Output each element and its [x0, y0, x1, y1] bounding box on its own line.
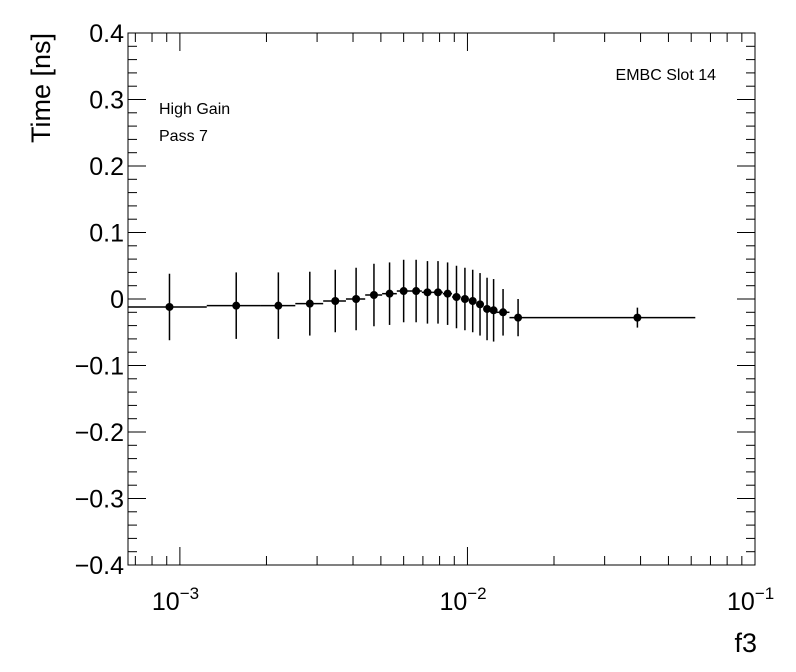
data-point [489, 306, 498, 315]
annotation-line-2: Pass 7 [159, 128, 208, 145]
data-point [385, 289, 394, 298]
data-point [423, 288, 432, 297]
x-tick-label-exponent: −1 [755, 584, 774, 603]
data-point [369, 291, 378, 300]
y-tick-labels: −0.4 −0.3 −0.2 −0.1 0 0.1 0.2 0.3 0.4 [75, 20, 124, 580]
data-point [499, 308, 508, 317]
data-point [412, 287, 421, 296]
data-point [399, 287, 408, 296]
x-tick-label: 10−1 [727, 584, 774, 616]
data-point [165, 302, 174, 311]
data-point [352, 295, 361, 303]
data-point [514, 313, 523, 322]
y-tick-label: 0.4 [89, 20, 124, 48]
x-axis-ticks [134, 33, 756, 565]
x-tick-label: 10−2 [439, 584, 486, 616]
data-point [452, 293, 461, 302]
data-points [165, 259, 642, 342]
data-point [331, 296, 340, 305]
data-point [305, 299, 314, 308]
y-axis-ticks [128, 32, 755, 566]
x-tick-label-exponent: −3 [180, 584, 199, 603]
annotation-top-right: EMBC Slot 14 [616, 67, 717, 84]
step-line [128, 290, 696, 319]
y-tick-label: −0.3 [75, 486, 124, 514]
data-point [633, 313, 642, 322]
y-axis-title: Time [ns] [26, 33, 56, 143]
x-axis-title: f3 [734, 628, 757, 658]
y-tick-label: 0.3 [89, 87, 124, 115]
data-point [434, 288, 443, 297]
data-point [460, 295, 469, 303]
data-point [483, 304, 492, 313]
annotation-line-1: High Gain [159, 101, 230, 118]
data-point [468, 296, 477, 305]
data-point [476, 300, 485, 309]
x-tick-label: 10−3 [152, 584, 199, 616]
data-point [274, 301, 283, 310]
y-tick-label: 0 [110, 286, 124, 314]
data-point [443, 289, 452, 298]
x-tick-label-exponent: −2 [467, 584, 486, 603]
y-tick-label: −0.4 [75, 552, 124, 580]
x-tick-labels: 10−3 10−2 10−1 [152, 584, 774, 616]
data-point [232, 301, 241, 310]
y-tick-label: 0.2 [89, 153, 124, 181]
y-tick-label: −0.1 [75, 353, 124, 381]
y-tick-label: −0.2 [75, 419, 124, 447]
y-tick-label: 0.1 [89, 220, 124, 248]
